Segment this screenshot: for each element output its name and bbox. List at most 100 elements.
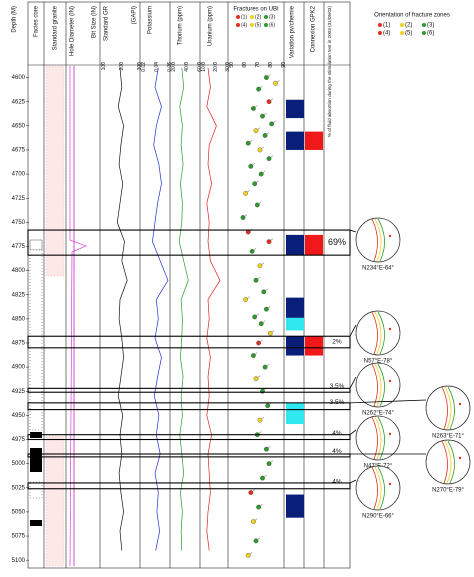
column-header: Facies core: [34, 5, 40, 37]
fracture-dot: [256, 341, 260, 345]
column-header: Hole Diameter (IN): [70, 6, 76, 56]
variation-block: [286, 132, 304, 150]
column-header: Potassium: [148, 6, 154, 34]
flux-label: 69%: [328, 237, 346, 247]
depth-label: 4950: [12, 413, 26, 419]
pole: [459, 403, 461, 405]
variation-block: [286, 336, 304, 355]
facies-block: [30, 240, 42, 250]
depth-label: 5000: [12, 461, 26, 467]
fracture-dot: [249, 164, 253, 168]
fracture-dot: [250, 249, 254, 253]
legend-title: Orientation of fracture zones: [374, 13, 450, 19]
fracture-dot: [251, 353, 255, 357]
depth-label: 4800: [12, 268, 26, 274]
depth-label: 5050: [12, 509, 26, 515]
column-header: Connexion GPK2: [311, 5, 317, 52]
column-header: Uranium (ppm): [208, 6, 214, 46]
scale-label: 0.04: [154, 62, 160, 72]
depth-label: 4825: [12, 292, 26, 298]
fracture-dot: [263, 365, 267, 369]
fracture-dot: [260, 389, 264, 393]
legend-label: (4): [383, 31, 390, 37]
scale-label: 0.02: [141, 62, 147, 72]
legend-marker: [400, 23, 404, 27]
scale-label: 20.0: [213, 62, 219, 72]
depth-label: 4925: [12, 389, 26, 395]
connexion-block: [305, 336, 323, 355]
legend-label: (3): [269, 14, 275, 20]
fracture-dot: [258, 264, 262, 268]
fracture-dot: [254, 278, 258, 282]
legend-marker: [264, 15, 268, 19]
column-header: Depth (M): [12, 6, 18, 33]
fracture-dot: [251, 519, 255, 523]
fracture-dot: [243, 191, 247, 195]
legend-label: (5): [405, 31, 412, 37]
legend-label: (6): [269, 22, 275, 28]
depth-label: 4975: [12, 437, 26, 443]
pole: [389, 328, 391, 330]
depth-label: 4700: [12, 172, 26, 178]
scale-label: 40.0: [184, 62, 190, 72]
pole: [389, 483, 391, 485]
fracture-dot: [241, 215, 245, 219]
scale-label: 90: [281, 62, 287, 68]
connexion-block: [305, 235, 323, 255]
fracture-dot: [268, 331, 272, 335]
fracture-dot: [264, 307, 268, 311]
flux-label: 3.5%: [330, 383, 345, 390]
flux-label: 4%: [332, 479, 342, 486]
legend-marker: [250, 15, 254, 19]
stereonet-label: N290°E-66°: [362, 514, 394, 520]
fracture-dot: [273, 81, 277, 85]
depth-label: 4675: [12, 148, 26, 154]
legend-marker: [422, 31, 426, 35]
fracture-dot: [266, 404, 270, 408]
flux-label: 4%: [332, 430, 342, 437]
legend-marker: [264, 23, 268, 27]
scale-label: 50: [229, 62, 235, 68]
fracture-dot: [267, 99, 271, 103]
depth-label: 5075: [12, 534, 26, 540]
legend-label: (2): [255, 14, 261, 20]
facies-block: [30, 482, 42, 498]
legend-marker: [400, 31, 404, 35]
variation-block: [286, 100, 304, 118]
legend-label: (3): [427, 23, 434, 29]
fracture-dot: [267, 156, 271, 160]
fracture-dot: [253, 182, 257, 186]
fracture-dot: [251, 106, 255, 110]
fracture-dot: [269, 122, 273, 126]
depth-label: 4600: [12, 75, 26, 81]
depth-label: 4850: [12, 316, 26, 322]
fracture-dot: [255, 203, 259, 207]
fracture-dot: [246, 141, 250, 145]
variation-block: [286, 403, 304, 424]
scale-label: 20.0: [171, 62, 177, 72]
variation-block: [286, 298, 304, 318]
column-header: Thorium (ppm): [178, 6, 184, 45]
scale-label: 60: [242, 62, 248, 68]
depth-label: 4775: [12, 244, 26, 250]
granite-zone: [46, 436, 64, 566]
fracture-dot: [259, 321, 263, 325]
fracture-dot: [256, 505, 260, 509]
fracture-dot: [256, 87, 260, 91]
legend-marker: [422, 23, 426, 27]
column-header: Standard GR: [104, 5, 110, 41]
legend-marker: [378, 23, 382, 27]
fracture-dot: [259, 172, 263, 176]
fracture-dot: [253, 315, 257, 319]
fracture-dot: [262, 290, 266, 294]
legend-marker: [250, 23, 254, 27]
facies-block: [30, 520, 42, 526]
facies-block: [30, 448, 42, 472]
depth-label: 4875: [12, 341, 26, 347]
stereonet-label: N270°E-79°: [432, 488, 464, 494]
column-header: (GAPI): [132, 6, 138, 24]
legend-label: (5): [255, 22, 261, 28]
legend-marker: [236, 15, 240, 19]
fracture-dot: [267, 461, 271, 465]
